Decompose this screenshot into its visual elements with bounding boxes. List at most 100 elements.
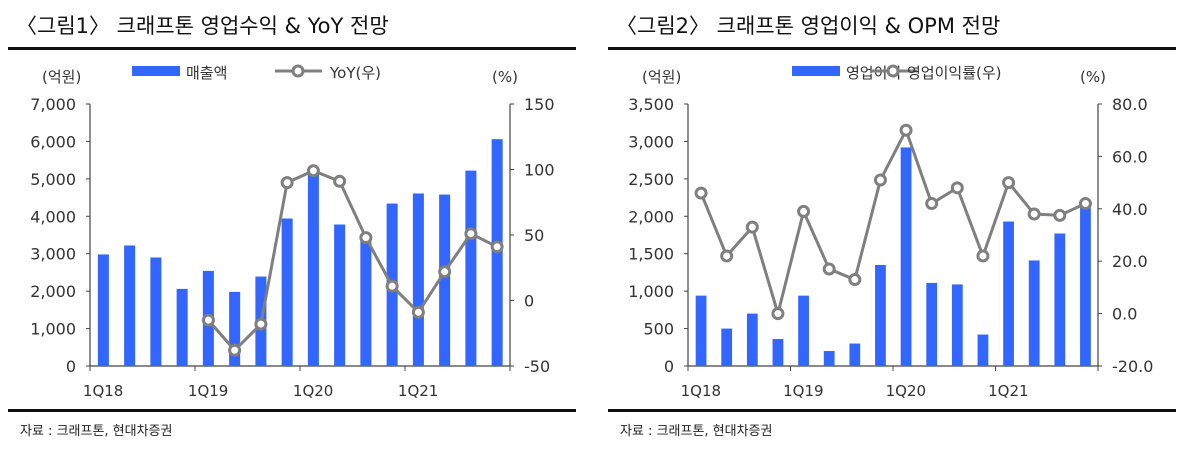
legend-line-label: YoY(우) (329, 64, 381, 82)
left-tick-label: 7,000 (30, 95, 76, 114)
line-point (694, 186, 708, 200)
right-unit-label: (%) (1080, 68, 1106, 86)
title-rule (608, 47, 1176, 50)
right-tick-label: 40.0 (1112, 200, 1148, 219)
left-tick-label: 2,000 (30, 282, 76, 301)
x-tick-label: 1Q19 (783, 382, 823, 400)
x-tick-label: 1Q19 (188, 382, 228, 400)
left-tick-label: 2,500 (628, 170, 674, 189)
legend-marker-swatch (886, 64, 900, 78)
legend-bar-swatch (132, 66, 180, 76)
right-tick-label: 150 (524, 95, 555, 114)
left-tick-label: 3,000 (30, 245, 76, 264)
left-tick-label: 2,000 (628, 207, 674, 226)
bar (1080, 206, 1091, 366)
bar (1003, 221, 1014, 366)
bar (721, 328, 733, 366)
x-tick-label: 1Q21 (988, 382, 1028, 400)
chart-panel-1: 〈그림1〉 크래프톤 영업수익 & YoY 전망 0 1,000 2,000 3,00… (0, 0, 576, 458)
x-tick-label: 1Q18 (83, 382, 123, 400)
right-unit-label: (%) (492, 68, 518, 86)
left-tick-label: 1,500 (628, 245, 674, 264)
title-rule (8, 47, 576, 50)
line-point (822, 262, 836, 276)
bar (412, 193, 424, 366)
source-note: 자료 : 크래프톤, 현대차증권 (620, 424, 773, 439)
bar (900, 147, 912, 366)
bar (176, 288, 188, 366)
line-point (899, 123, 913, 137)
x-tick-label: 1Q21 (398, 382, 438, 400)
line-point (490, 240, 504, 254)
left-tick-label: 0 (664, 357, 674, 376)
left-unit-label: (억원) (642, 68, 681, 86)
bar (97, 254, 109, 366)
line-series (207, 169, 498, 353)
line-point (385, 279, 399, 293)
bar (926, 282, 938, 366)
chart-svg: 0 500 1,000 1,500 2,000 2,500 3,000 3,500 -20.0 0… (628, 64, 1153, 400)
right-tick-label: 0.0 (1112, 305, 1137, 324)
left-tick-label: 500 (643, 320, 674, 339)
legend-bar-swatch (792, 66, 840, 76)
chart-title: 〈그림1〉 크래프톤 영업수익 & YoY 전망 (16, 14, 389, 38)
x-tick-label: 1Q20 (886, 382, 926, 400)
right-tick-label: 60.0 (1112, 147, 1148, 166)
line-point (438, 265, 452, 279)
line-point (228, 343, 242, 357)
left-tick-label: 5,000 (30, 170, 76, 189)
right-tick-label: 100 (524, 161, 555, 180)
line-point (306, 164, 320, 178)
bar (798, 295, 809, 366)
line-point (950, 181, 964, 195)
source-rule (608, 409, 1176, 412)
line-point (925, 197, 939, 211)
left-tick-label: 6,000 (30, 132, 76, 151)
line-point (797, 204, 811, 218)
right-tick-label: 0 (524, 292, 534, 311)
bar (439, 194, 451, 366)
line-point (1002, 176, 1016, 190)
left-tick-label: 1,000 (30, 320, 76, 339)
line-point (201, 313, 215, 327)
right-tick-label: 80.0 (1112, 95, 1148, 114)
line-point (464, 227, 478, 241)
line-point (333, 174, 347, 188)
bar (772, 339, 784, 366)
legend-line-label: 영업이익률(우) (907, 64, 1002, 82)
chart-panel-2: 〈그림2〉 크래프톤 영업이익 & OPM 전망 0 500 1,000 1,500 2… (600, 0, 1176, 458)
chart-svg: 0 1,000 2,000 3,000 4,000 5,000 6,000 7,000 -50 0… (30, 64, 555, 400)
bar (875, 264, 886, 366)
left-tick-label: 3,000 (628, 132, 674, 151)
bar (823, 351, 835, 366)
bar (360, 235, 372, 366)
bar (229, 291, 241, 366)
chart-title: 〈그림2〉 크래프톤 영업이익 & OPM 전망 (616, 14, 1001, 38)
bar (124, 245, 136, 366)
legend-marker-swatch (291, 64, 305, 78)
right-tick-label: -20.0 (1112, 357, 1153, 376)
bar (746, 313, 758, 366)
bar (695, 295, 707, 366)
left-tick-label: 3,500 (628, 95, 674, 114)
line-series (699, 126, 1087, 320)
bar (281, 218, 293, 366)
source-rule (8, 409, 576, 412)
right-tick-label: -50 (524, 357, 550, 376)
line-point (771, 307, 785, 321)
bar (465, 170, 477, 366)
x-tick-label: 1Q18 (681, 382, 721, 400)
line-point (848, 273, 862, 287)
bar (1054, 233, 1066, 366)
line-point (976, 249, 990, 263)
line-point (1027, 207, 1041, 221)
bar (150, 257, 162, 366)
x-tick-label: 1Q20 (293, 382, 333, 400)
line-point (411, 305, 425, 319)
left-unit-label: (억원) (42, 68, 81, 86)
line-point (720, 249, 734, 263)
line-point (745, 220, 759, 234)
bar (977, 334, 989, 366)
left-tick-label: 4,000 (30, 207, 76, 226)
bar (1028, 260, 1040, 366)
